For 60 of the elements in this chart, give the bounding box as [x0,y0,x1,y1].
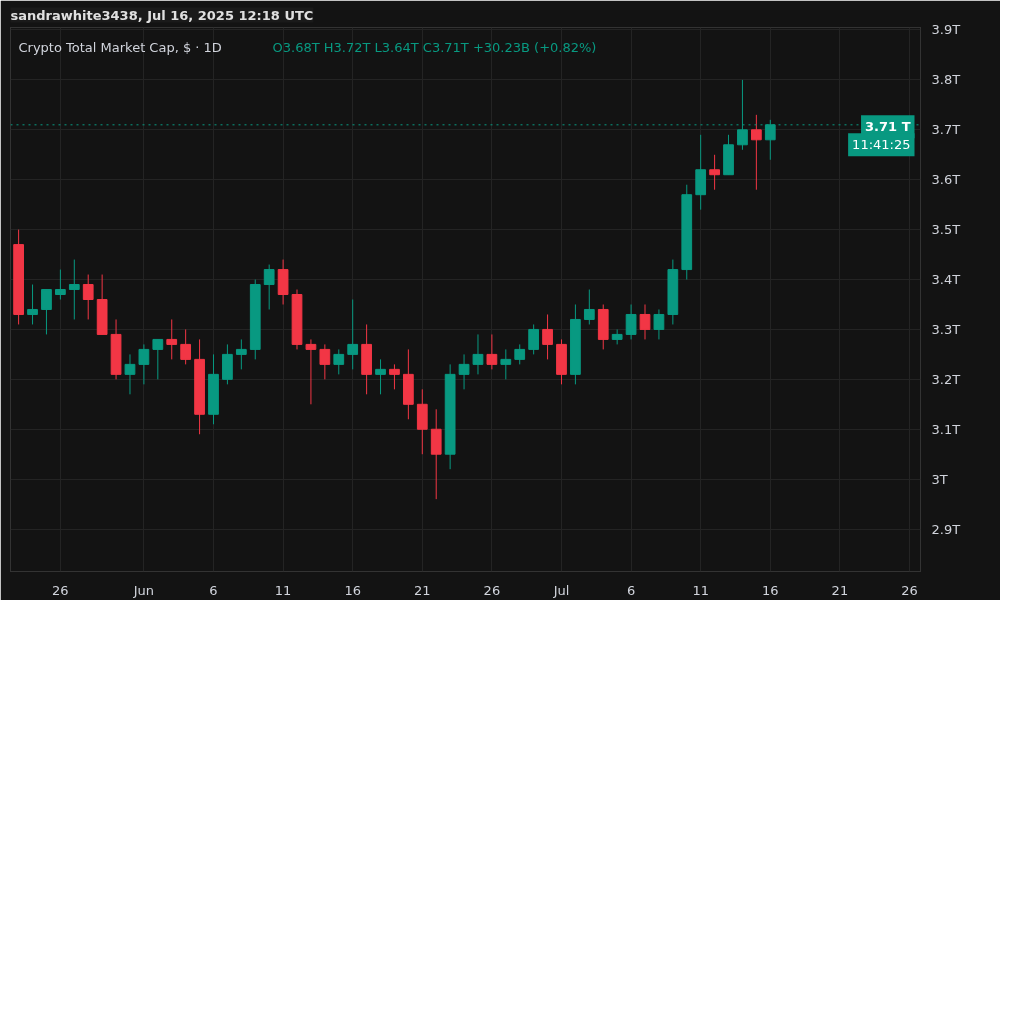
candlestick [319,343,331,380]
candlestick [166,318,178,360]
candlestick [55,269,66,300]
y-tick-label: 2.9T [931,521,961,537]
candlestick [235,338,247,370]
x-tick-label: 16 [344,582,361,598]
x-tick-label: 26 [901,582,918,598]
candlestick [458,353,470,390]
y-tick-label: 3.1T [931,421,961,437]
y-tick-label: 3.4T [931,272,961,288]
y-tick-label: 3.2T [931,371,961,387]
candlestick [305,338,317,405]
candlestick [347,299,359,370]
candlestick [263,264,275,310]
y-tick-label: 3.5T [931,222,961,238]
text: sandrawhite3438, Jul 16, 2025 12:18 UTC [10,7,314,23]
candlestick [124,353,136,395]
x-tick-label: 11 [692,582,709,598]
y-tick-label: 3.6T [931,172,961,188]
candlestick [152,338,164,380]
candlestick [375,358,386,395]
candlestick [41,289,52,335]
candlestick [82,274,94,320]
candlestick [68,259,80,320]
candlestick [583,289,595,325]
x-tick-label: 6 [626,582,636,598]
y-tick-label: 3T [931,471,948,487]
x-tick-label: 6 [209,582,218,598]
x-tick-label: 26 [52,582,69,598]
y-tick-label: 3.7T [931,122,961,138]
y-tick-label: 3.8T [931,72,961,88]
ref-line-label: 3.71 T [865,119,911,135]
text: Crypto Total Market Cap, $ · 1D [18,39,222,55]
candlestick [514,343,526,365]
candlestick [500,348,512,380]
x-tick-label: 21 [831,582,849,598]
annotation: 11:41:25 [852,137,911,153]
candlestick [180,328,192,365]
candlestick [653,308,665,340]
x-tick-label: 21 [414,582,431,598]
candlestick [709,154,720,191]
candlestick [138,343,150,385]
x-tick-label: 16 [762,582,779,598]
candlestick [389,363,400,390]
candlestick [333,348,345,375]
candlestick [542,313,553,360]
candlestick [639,303,651,340]
candlestick [27,284,38,325]
candlestick [750,114,762,191]
y-tick-label: 3.9T [931,22,961,38]
text: O3.68T H3.72T L3.64T C3.71T +30.23B (+0.82%) [272,39,597,55]
x-tick-label: 11 [274,582,292,598]
candlestick [486,333,498,370]
x-tick-label: 26 [483,582,501,598]
y-tick-label: 3.3T [931,321,961,337]
x-tick-label: Jun [132,582,155,598]
candlestick [625,303,637,340]
candlestick [472,333,484,375]
candlestick [528,323,540,355]
x-tick-label: Jul [552,582,570,598]
